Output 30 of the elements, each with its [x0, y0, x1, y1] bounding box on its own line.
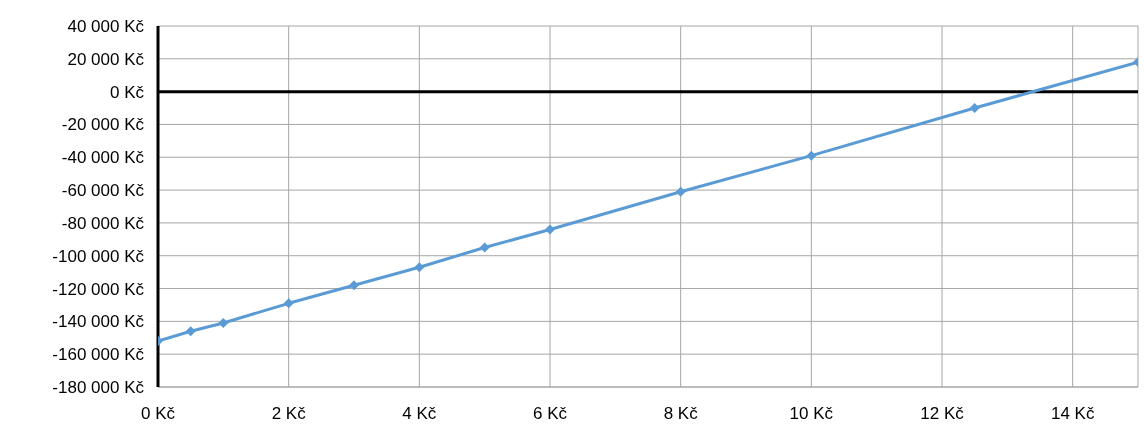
x-tick-label: 8 Kč [663, 404, 699, 424]
point [545, 224, 555, 235]
x-tick-label: 4 Kč [402, 404, 437, 424]
y-tick-label: -40 000 Kč [61, 148, 145, 168]
point [479, 242, 490, 253]
point [675, 186, 686, 197]
point [283, 298, 294, 309]
x-tick-label: 10 Kč [789, 404, 834, 424]
x-tick-label: 14 Kč [1050, 404, 1095, 424]
point [218, 318, 229, 328]
y-tick-label: -120 000 Kč [52, 279, 145, 299]
y-tick-label: -100 000 Kč [52, 246, 145, 266]
y-tick-label: 40 000 Kč [67, 17, 145, 37]
y-tick-label: 0 Kč [109, 82, 145, 102]
y-tick-label: -60 000 Kč [61, 181, 145, 201]
y-tick-label: -80 000 Kč [61, 213, 145, 233]
x-tick-label: 0 Kč [140, 404, 176, 424]
point [414, 262, 425, 273]
x-tick-label: 6 Kč [532, 404, 568, 424]
x-tick-label: 2 Kč [271, 404, 307, 424]
y-tick-label: -160 000 Kč [52, 345, 145, 365]
point [806, 150, 817, 161]
y-tick-label: -20 000 Kč [61, 115, 145, 135]
y-tick-label: 20 000 Kč [67, 49, 145, 69]
point [349, 280, 359, 291]
x-tick-label: 12 Kč [920, 404, 965, 424]
point [185, 326, 196, 337]
y-tick-label: -180 000 Kč [52, 378, 145, 398]
y-tick-label: -140 000 Kč [52, 312, 145, 332]
point [969, 103, 980, 114]
